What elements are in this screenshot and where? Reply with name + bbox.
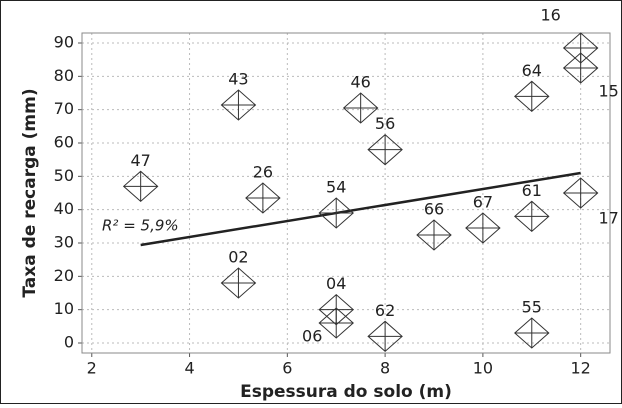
point-marker <box>367 134 403 166</box>
point-label: 17 <box>598 209 618 228</box>
y-tick-label: 90 <box>54 33 74 52</box>
point-marker <box>122 170 159 202</box>
point-marker <box>245 182 281 214</box>
plot-border <box>81 32 611 354</box>
point-label: 62 <box>375 301 395 320</box>
point-label: 54 <box>326 178 346 197</box>
point-marker <box>367 320 403 352</box>
point-marker <box>514 200 550 232</box>
point-label: 15 <box>598 82 618 101</box>
point-label: 66 <box>424 200 444 219</box>
point-marker <box>318 307 354 339</box>
point-label: 61 <box>522 181 542 200</box>
y-tick-label: 60 <box>54 133 74 152</box>
y-tick-label: 0 <box>64 333 74 352</box>
annotation: R² = 5,9% <box>102 217 179 235</box>
point-label: 43 <box>228 70 248 89</box>
point-label: 64 <box>522 61 542 80</box>
point-label: 26 <box>253 163 273 182</box>
point-label: 02 <box>228 248 248 267</box>
y-tick-label: 80 <box>54 66 74 85</box>
point-marker <box>514 317 550 349</box>
point-label: 16 <box>540 6 560 25</box>
y-tick-label: 50 <box>54 166 74 185</box>
point-label: 46 <box>350 73 370 92</box>
y-tick-label: 10 <box>54 299 74 318</box>
point-marker <box>465 212 501 244</box>
point-label: 55 <box>522 298 542 317</box>
point-label: 56 <box>375 114 395 133</box>
point-label: 47 <box>130 151 150 170</box>
y-axis-label: Taxa de recarga (mm) <box>20 88 40 297</box>
point-marker <box>514 80 550 112</box>
point-marker <box>416 219 452 251</box>
x-tick-label: 6 <box>282 359 292 378</box>
y-tick-label: 40 <box>54 199 74 218</box>
x-axis-label: Espessura do solo (m) <box>240 382 452 402</box>
point-marker <box>342 92 379 124</box>
point-marker <box>562 52 599 84</box>
point-marker <box>220 267 257 299</box>
x-tick-label: 4 <box>184 359 194 378</box>
y-tick-label: 20 <box>54 266 74 285</box>
point-marker <box>220 89 257 121</box>
point-label: 06 <box>302 327 322 346</box>
point-marker <box>318 197 354 229</box>
x-tick-label: 2 <box>87 359 97 378</box>
x-tick-label: 8 <box>380 359 390 378</box>
y-tick-label: 70 <box>54 99 74 118</box>
trend-line <box>140 171 581 247</box>
point-label: 04 <box>326 274 346 293</box>
point-label: 67 <box>473 193 493 212</box>
x-tick-label: 12 <box>570 359 590 378</box>
y-tick-label: 30 <box>54 233 74 252</box>
x-tick-label: 10 <box>473 359 493 378</box>
point-marker <box>562 177 599 209</box>
